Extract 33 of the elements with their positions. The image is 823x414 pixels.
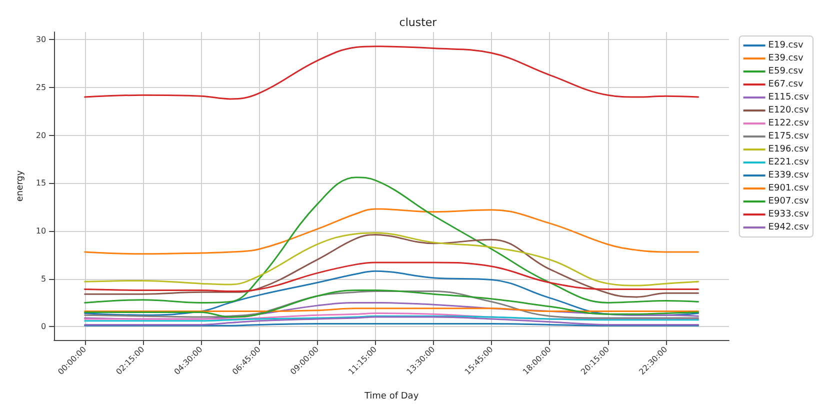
- line-series: [84, 234, 700, 298]
- y-tick-label: 25: [36, 82, 46, 92]
- legend-label: E120.csv: [768, 106, 810, 116]
- line-series: [84, 208, 700, 255]
- y-tick-label: 0: [40, 322, 46, 332]
- y-tick-label: 15: [36, 178, 46, 188]
- y-tick-label: 20: [36, 130, 46, 140]
- legend-label: E175.csv: [768, 132, 810, 142]
- legend-label: E67.csv: [768, 80, 804, 90]
- line-series: [84, 262, 700, 292]
- legend-label: E196.csv: [768, 144, 810, 154]
- y-tick-label: 10: [36, 226, 46, 236]
- line-series: [84, 270, 700, 316]
- legend-label: E59.csv: [768, 66, 804, 76]
- legend-label: E122.csv: [768, 118, 810, 128]
- legend-label: E39.csv: [768, 54, 804, 64]
- legend-label: E221.csv: [768, 158, 810, 168]
- legend-label: E19.csv: [768, 40, 804, 50]
- legend-label: E933.csv: [768, 210, 810, 220]
- line-series: [84, 176, 700, 304]
- legend-label: E907.csv: [768, 196, 810, 206]
- y-tick-label: 5: [40, 274, 46, 284]
- legend-label: E901.csv: [768, 184, 810, 194]
- legend-label: E339.csv: [768, 170, 810, 180]
- legend-label: E115.csv: [768, 92, 810, 102]
- chart-title: cluster: [399, 16, 438, 29]
- line-series: [84, 232, 700, 286]
- x-axis-title: Time of Day: [363, 392, 420, 402]
- y-axis-title: energy: [16, 170, 26, 202]
- y-tick-label: 30: [36, 35, 46, 44]
- legend-label: E942.csv: [768, 222, 810, 232]
- line-series: [84, 316, 700, 326]
- line-series: [84, 46, 700, 100]
